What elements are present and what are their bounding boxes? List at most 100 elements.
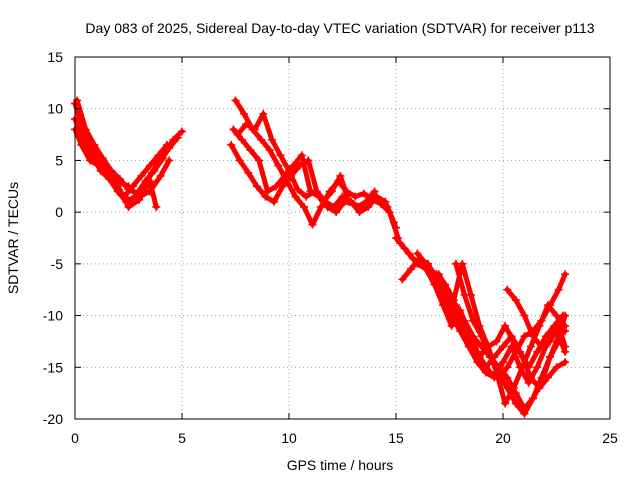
- data-point: [561, 311, 570, 320]
- data-point: [77, 140, 86, 149]
- data-point: [276, 151, 285, 160]
- data-point: [511, 389, 520, 398]
- data-point: [297, 151, 306, 160]
- data-point: [293, 185, 302, 194]
- data-point: [503, 363, 512, 372]
- data-point: [73, 96, 82, 105]
- data-point: [308, 220, 317, 229]
- data-point: [92, 151, 101, 160]
- data-point: [291, 192, 300, 201]
- data-point: [319, 197, 328, 206]
- data-point: [396, 239, 405, 248]
- data-point: [242, 120, 251, 129]
- data-point: [233, 130, 242, 139]
- data-point: [499, 342, 507, 351]
- data-point: [501, 399, 510, 408]
- data-point: [533, 347, 542, 356]
- data-point: [424, 265, 433, 274]
- data-point: [524, 378, 533, 387]
- data-point: [289, 161, 298, 170]
- data-point: [240, 109, 249, 118]
- data-point: [546, 337, 555, 346]
- data-point: [135, 192, 144, 201]
- data-point: [528, 394, 537, 403]
- data-point: [392, 234, 400, 242]
- data-point: [526, 373, 535, 382]
- data-point: [259, 109, 268, 118]
- data-point: [270, 197, 279, 206]
- data-point: [154, 151, 163, 160]
- data-point: [274, 161, 283, 170]
- data-point: [518, 363, 527, 372]
- data-point: [561, 270, 570, 279]
- data-point: [310, 187, 319, 196]
- data-point: [265, 146, 274, 155]
- series-track-10: [233, 109, 379, 211]
- series-line: [504, 287, 568, 350]
- data-point: [413, 249, 422, 258]
- data-point: [145, 177, 154, 186]
- data-point: [494, 368, 503, 377]
- x-tick-label: 20: [495, 430, 511, 446]
- y-tick-label: -10: [43, 308, 63, 324]
- data-point: [554, 337, 563, 346]
- y-tick-label: -15: [43, 359, 63, 375]
- data-point: [323, 202, 332, 211]
- data-point: [355, 208, 364, 217]
- data-point: [145, 161, 154, 170]
- data-point: [344, 197, 353, 206]
- data-point: [528, 332, 537, 341]
- data-point: [460, 290, 469, 299]
- data-point: [537, 373, 546, 382]
- data-point: [511, 399, 520, 408]
- data-point: [481, 363, 490, 372]
- data-point: [272, 182, 281, 191]
- data-point: [434, 270, 443, 279]
- data-point: [447, 321, 456, 330]
- data-point: [486, 352, 495, 361]
- data-point: [439, 301, 448, 310]
- data-point: [501, 321, 510, 330]
- data-point: [477, 332, 486, 341]
- data-point: [520, 332, 529, 341]
- x-tick-label: 25: [602, 430, 618, 446]
- data-point: [383, 202, 392, 211]
- data-point: [83, 133, 92, 142]
- data-point: [492, 337, 501, 346]
- x-tick-label: 5: [178, 430, 186, 446]
- data-point: [561, 358, 570, 367]
- data-point: [158, 154, 167, 163]
- data-point: [302, 192, 311, 201]
- data-point: [404, 249, 413, 258]
- x-tick-label: 15: [388, 430, 404, 446]
- data-point: [430, 280, 439, 289]
- data-point: [250, 125, 259, 134]
- data-point: [244, 168, 253, 177]
- data-point: [561, 342, 570, 351]
- x-tick-label: 10: [281, 430, 297, 446]
- data-point: [75, 109, 84, 118]
- data-point: [541, 332, 550, 341]
- data-point: [451, 301, 460, 310]
- data-point: [246, 146, 255, 155]
- data-point: [552, 311, 561, 320]
- data-point: [145, 187, 154, 196]
- data-point: [351, 192, 360, 201]
- data-point: [263, 187, 272, 196]
- series-line: [414, 251, 568, 370]
- data-point: [267, 135, 276, 144]
- data-point: [520, 311, 529, 320]
- data-point: [561, 321, 570, 330]
- y-tick-label: 5: [55, 152, 63, 168]
- data-point: [398, 275, 407, 284]
- data-point: [374, 195, 383, 204]
- data-point: [451, 259, 460, 268]
- data-point: [124, 202, 133, 211]
- data-point: [359, 189, 368, 198]
- data-point: [103, 166, 112, 175]
- data-point: [503, 285, 512, 294]
- data-point: [178, 127, 186, 136]
- data-point: [304, 156, 313, 165]
